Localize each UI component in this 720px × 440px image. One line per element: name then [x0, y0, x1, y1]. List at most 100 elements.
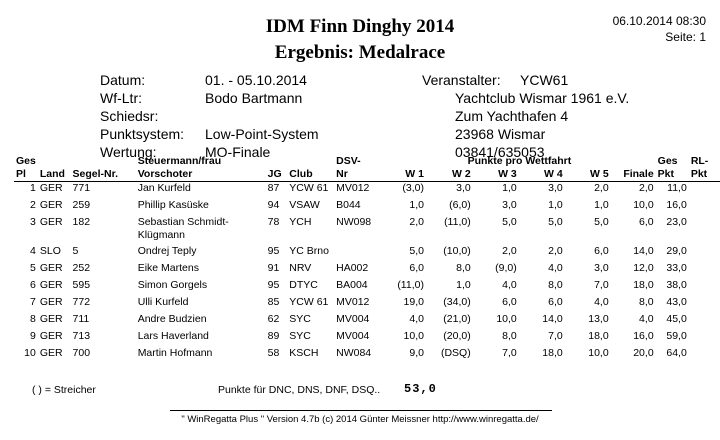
race5-cell: 13,0	[588, 313, 609, 325]
column-header: Finale	[610, 168, 656, 182]
birth-year-cell: 95	[267, 245, 280, 257]
discard-legend: ( ) = Streicher	[32, 384, 96, 396]
table-row: 1 GER 771 Jan Kurfeld 87 YCW 61 MV012 (3,0) 3,0 1…	[14, 182, 720, 200]
country-cell: GER	[39, 296, 63, 308]
rank-cell: 9	[30, 330, 36, 342]
column-header: Pl	[14, 168, 38, 182]
final-cell: 20,0	[633, 347, 654, 359]
software-credit: " WinRegatta Plus " Version 4.7b (c) 201…	[181, 414, 539, 425]
column-header: Pkt	[655, 168, 689, 182]
table-header-top: Ges Steuermann/frau DSV- Punkte pro Wett…	[14, 155, 720, 168]
race3-cell: 3,0	[502, 199, 517, 211]
race3-cell: 10,0	[496, 313, 517, 325]
final-cell: 4,0	[639, 313, 654, 325]
club-cell: YCW 61	[289, 182, 329, 194]
print-date-time: 06.10.2014 08:30	[612, 14, 706, 28]
race5-cell: 5,0	[594, 216, 609, 228]
info-value-scoring-system: Low-Point-System	[205, 126, 319, 142]
column-header: W 5	[564, 168, 611, 182]
rank-cell: 10	[24, 347, 36, 359]
race3-cell: (9,0)	[495, 262, 517, 274]
final-cell: 10,0	[633, 199, 654, 211]
column-header: JG	[265, 168, 288, 182]
race2-cell: 3,0	[456, 182, 471, 194]
sailor-name-cell: Eike Martens	[137, 262, 199, 274]
page-title: IDM Finn Dinghy 2014	[265, 16, 455, 37]
race4-cell: 2,0	[548, 245, 563, 257]
final-cell: 16,0	[633, 330, 654, 342]
race3-cell: 2,0	[502, 245, 517, 257]
club-cell: KSCH	[289, 347, 319, 359]
total-points-cell: 64,0	[666, 347, 687, 359]
rank-cell: 5	[30, 262, 36, 274]
sail-number-cell: 182	[72, 216, 91, 228]
race2-cell: (10,0)	[443, 245, 471, 257]
rl-points-cell	[689, 296, 720, 313]
race3-cell: 5,0	[502, 216, 517, 228]
table-row: 2 GER 259 Phillip Kasüske 94 VSAW B044 1,0 (6,0)…	[14, 199, 720, 216]
race1-cell: 10,0	[403, 330, 424, 342]
sail-number-cell: 713	[72, 330, 91, 342]
race5-cell: 7,0	[594, 279, 609, 291]
header-top-race-points: Punkte pro Wettfahrt	[467, 155, 572, 167]
race5-cell: 18,0	[588, 330, 609, 342]
table-row: 10 GER 700 Martin Hofmann 58 KSCH NW084 9,0 (DSQ…	[14, 347, 720, 364]
race3-cell: 6,0	[502, 296, 517, 308]
dsv-number-cell: HA002	[336, 262, 369, 274]
birth-year-cell: 58	[267, 347, 280, 359]
organizer-name: Yachtclub Wismar 1961 e.V.	[455, 90, 630, 106]
header-top-rl: RL-	[690, 155, 709, 167]
race1-cell: 1,0	[409, 199, 424, 211]
race4-cell: 14,0	[542, 313, 563, 325]
race1-cell: 9,0	[409, 347, 424, 359]
race1-cell: 6,0	[409, 262, 424, 274]
final-cell: 2,0	[639, 182, 654, 194]
race5-cell: 1,0	[594, 199, 609, 211]
race2-cell: (11,0)	[444, 216, 471, 228]
rank-cell: 3	[30, 216, 36, 228]
club-cell: SYC	[289, 313, 311, 325]
total-points-cell: 33,0	[666, 262, 687, 274]
country-cell: GER	[39, 347, 63, 359]
total-points-cell: 59,0	[666, 330, 687, 342]
organizer-street: Zum Yachthafen 4	[455, 108, 569, 124]
table-row: 5 GER 252 Eike Martens 91 NRV HA002 6,0 8,0 (9,0)…	[14, 262, 720, 279]
birth-year-cell: 85	[267, 296, 280, 308]
race5-cell: 2,0	[594, 182, 609, 194]
rl-points-cell	[689, 182, 720, 200]
total-points-cell: 43,0	[666, 296, 687, 308]
club-cell: YC Brno	[289, 245, 329, 257]
page-subtitle: Ergebnis: Medalrace	[274, 42, 446, 63]
final-cell: 8,0	[639, 296, 654, 308]
column-header: W 1	[383, 168, 426, 182]
country-cell: GER	[39, 330, 63, 342]
race1-cell: 19,0	[403, 296, 424, 308]
rl-points-cell	[689, 330, 720, 347]
dsv-number-cell: NW098	[336, 216, 372, 228]
race1-cell: (3,0)	[402, 182, 424, 194]
info-value-date: 01. - 05.10.2014	[205, 72, 307, 88]
race2-cell: (DSQ)	[440, 347, 471, 359]
sail-number-cell: 595	[72, 279, 91, 291]
race2-cell: 8,0	[456, 262, 471, 274]
race4-cell: 8,0	[548, 279, 563, 291]
total-points-cell: 23,0	[666, 216, 687, 228]
sail-number-cell: 772	[72, 296, 91, 308]
final-cell: 14,0	[633, 245, 654, 257]
rank-cell: 2	[30, 199, 36, 211]
race4-cell: 5,0	[548, 216, 563, 228]
sail-number-cell: 5	[72, 245, 79, 257]
rl-points-cell	[689, 347, 720, 364]
race4-cell: 6,0	[548, 296, 563, 308]
column-header: Land	[37, 168, 71, 182]
sail-number-cell: 711	[72, 313, 90, 325]
page-number: Seite: 1	[665, 30, 706, 44]
club-cell: SYC	[289, 330, 311, 342]
rl-points-cell	[689, 313, 720, 330]
rl-points-cell	[689, 279, 720, 296]
sailor-name-cell: Jan Kurfeld	[137, 182, 191, 194]
dsv-number-cell: NW084	[336, 347, 372, 359]
race5-cell: 10,0	[588, 347, 609, 359]
column-header: Nr	[334, 168, 384, 182]
club-cell: DTYC	[289, 279, 318, 291]
